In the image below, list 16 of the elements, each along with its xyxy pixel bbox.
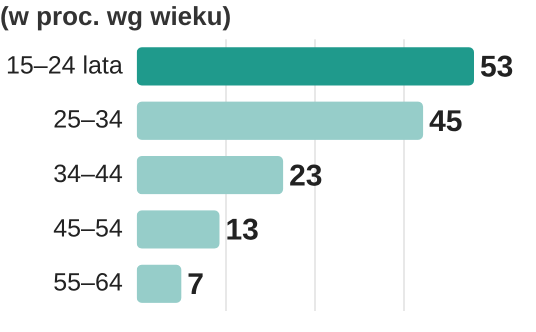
y-tick-label: 45–54: [53, 214, 123, 242]
y-tick-label: 25–34: [53, 106, 123, 134]
data-label: 45: [429, 105, 462, 138]
bar: [136, 264, 182, 303]
y-tick-label: 15–24 lata: [6, 51, 123, 80]
bar: [136, 210, 220, 249]
bar: [136, 47, 474, 86]
chart-title: (w proc. wg wieku): [0, 0, 232, 31]
y-tick-label: 55–64: [53, 268, 123, 297]
data-label: 23: [289, 159, 322, 192]
bar: [136, 102, 424, 140]
data-label: 7: [187, 268, 204, 302]
y-tick-label: 34–44: [53, 160, 123, 188]
data-label: 53: [480, 50, 514, 84]
bar: [136, 156, 284, 194]
data-label: 13: [225, 214, 259, 247]
